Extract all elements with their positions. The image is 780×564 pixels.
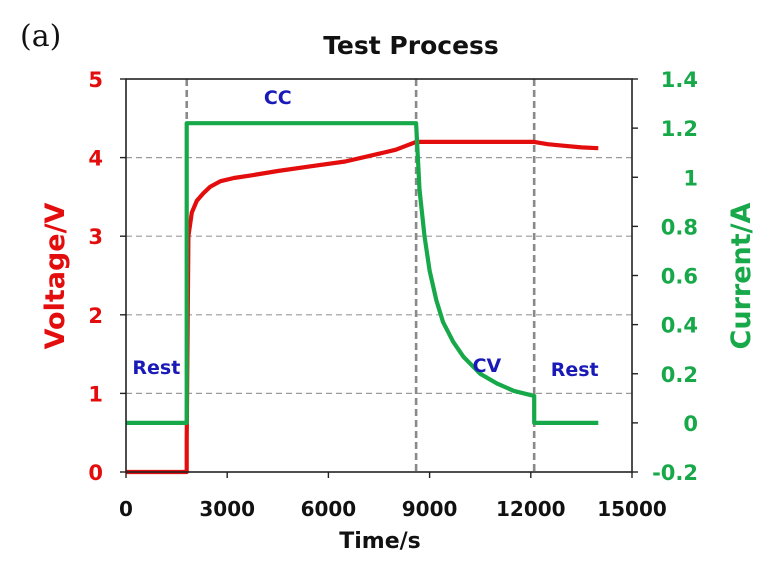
plot-frame: [125, 78, 633, 473]
y-ticks-left: 0 1 2 3 4 5: [88, 68, 126, 485]
y-ticks-right: -0.2 0 0.2 0.4 0.6 0.8 1 1.2 1.4: [632, 68, 698, 485]
y-axis-label-right: Current/A: [726, 202, 757, 349]
y-right-tick-label-4: 0.6: [661, 265, 698, 289]
y-right-tick-label-0: -0.2: [652, 461, 698, 485]
x-tick-label-2: 6000: [301, 497, 357, 521]
y-left-tick-label-2: 2: [88, 304, 103, 328]
x-tick-label-4: 12000: [496, 497, 566, 521]
x-ticks: 0 3000 6000 9000 12000 15000: [119, 472, 667, 521]
y-left-tick-label-5: 5: [88, 68, 103, 92]
series-layer: [126, 121, 599, 475]
y-right-tick-label-5: 0.8: [661, 215, 698, 239]
y-axis-label-left: Voltage/V: [40, 203, 71, 350]
x-tick-label-5: 15000: [597, 497, 667, 521]
y-right-tick-label-8: 1.4: [661, 68, 698, 92]
annotation-rest-1: Rest: [132, 357, 180, 379]
annotations: CC Rest CV Rest: [132, 87, 598, 381]
annotation-cv-2: CV: [473, 355, 502, 377]
series-line-current: [126, 121, 599, 425]
grid: [126, 157, 632, 394]
x-axis-label: Time/s: [339, 529, 421, 554]
y-right-tick-label-7: 1.2: [661, 117, 698, 141]
y-left-tick-label-3: 3: [88, 225, 103, 249]
annotation-cc-0: CC: [264, 87, 292, 109]
y-left-tick-label-4: 4: [88, 147, 103, 171]
y-right-tick-label-1: 0: [683, 412, 698, 436]
x-tick-label-3: 9000: [402, 497, 458, 521]
panel-label: (a): [20, 19, 61, 54]
y-right-tick-label-3: 0.4: [661, 314, 698, 338]
phase-lines: [185, 79, 536, 472]
y-right-tick-label-6: 1: [683, 166, 698, 190]
x-tick-label-0: 0: [119, 497, 133, 521]
x-tick-label-1: 3000: [199, 497, 255, 521]
annotation-rest-3: Rest: [551, 359, 599, 381]
chart-title: Test Process: [323, 31, 499, 60]
y-right-tick-label-2: 0.2: [661, 363, 698, 387]
series-line-voltage: [126, 139, 599, 475]
y-left-tick-label-1: 1: [88, 382, 103, 406]
y-left-tick-label-0: 0: [88, 461, 103, 485]
